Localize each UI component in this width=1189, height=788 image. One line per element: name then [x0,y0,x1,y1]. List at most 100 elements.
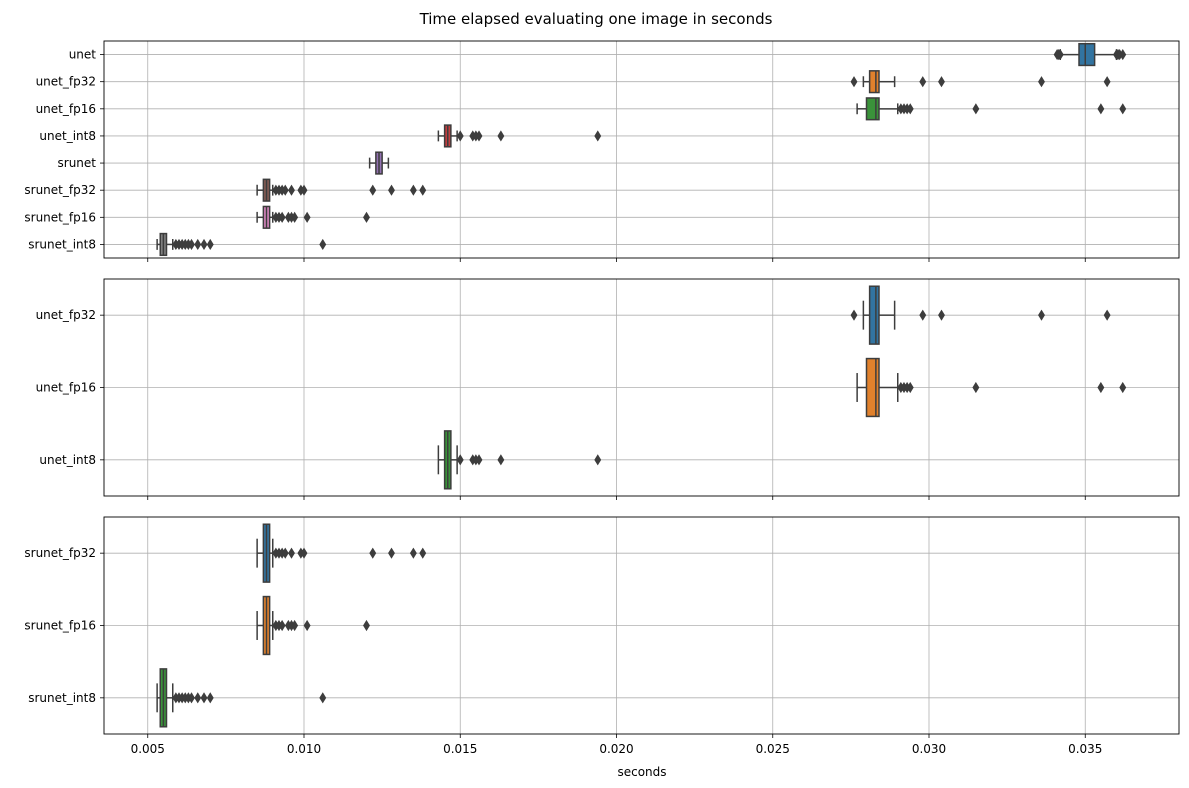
box-unet_fp16 [856,97,1127,121]
outlier-point [1056,48,1064,61]
outlier-point [419,547,427,559]
outlier-point [456,454,464,466]
outlier-point [188,692,195,704]
box-iqr [868,70,880,94]
x-tick-label: 0.015 [443,742,477,756]
outlier-point [278,211,286,223]
box-unet_int8 [437,430,602,490]
outlier-point [388,184,395,196]
outlier-point [1038,76,1045,88]
outlier-point [206,692,214,704]
outlier-point [938,76,945,88]
outlier-point [850,76,858,88]
y-tick-label: srunet [58,156,97,170]
outlier-point [1097,103,1105,115]
outlier-point [409,184,417,196]
outlier-point [1097,381,1105,394]
y-tick-label: unet_fp32 [36,308,96,322]
box-srunet_fp32 [256,523,427,583]
y-tick-label: srunet_fp16 [24,619,96,633]
outlier-point [278,619,286,632]
outlier-point [188,238,195,251]
outlier-point [497,130,505,142]
box-srunet [368,151,390,175]
panel-2: unet_fp32 unet_fp16 unet_int8 [36,278,1180,500]
outlier-point [303,211,311,223]
y-tick-label: srunet_fp32 [24,546,96,560]
outlier-point [409,547,417,559]
outlier-point [1103,309,1111,321]
outlier-point [388,547,395,559]
y-tick-label: unet_fp16 [36,381,96,395]
outlier-point [288,184,295,196]
box-unet_fp32 [850,285,1111,345]
outlier-point [363,211,370,223]
y-tick-label: unet_fp32 [36,75,96,89]
outlier-point [281,184,289,196]
box-iqr [1078,42,1096,67]
outlier-point [497,454,505,466]
outlier-point [291,619,299,632]
box-unet_int8 [437,124,602,148]
x-axis-label: seconds [617,765,666,779]
y-tick-label: srunet_fp16 [24,210,96,224]
box-unet_fp16 [856,357,1127,418]
outlier-point [1103,76,1111,88]
outlier-point [200,692,208,704]
box-srunet_fp32 [256,178,427,202]
box-srunet_fp16 [256,205,370,229]
outlier-point [369,184,377,196]
outlier-point [319,238,327,251]
outlier-point [594,130,602,142]
outlier-point [938,309,945,321]
outlier-point [972,103,980,115]
x-tick-label: 0.005 [131,742,165,756]
outlier-point [206,238,214,251]
outlier-point [972,381,980,394]
outlier-point [363,619,370,632]
x-tick-label: 0.030 [912,742,946,756]
x-tick-label: 0.010 [287,742,321,756]
outlier-point [1119,48,1127,61]
axes-frame [103,40,1180,259]
box-iqr [865,97,880,121]
y-tick-label: srunet_fp32 [24,183,96,197]
outlier-point [303,619,311,632]
outlier-point [419,184,427,196]
box-srunet_fp16 [256,595,370,656]
y-tick-label: srunet_int8 [28,237,96,251]
outlier-point [288,547,295,559]
outlier-point [1119,381,1127,394]
y-tick-label: unet_fp16 [36,102,96,116]
outlier-point [594,454,602,466]
y-tick-label: unet_int8 [39,129,96,143]
outlier-point [194,238,202,251]
y-tick-label: srunet_int8 [28,691,96,705]
x-tick-label: 0.035 [1068,742,1102,756]
box-unet_fp32 [850,70,1111,94]
outlier-point [319,692,327,704]
box-unet [1053,42,1127,67]
outlier-point [1038,309,1045,321]
outlier-point [194,692,202,704]
panels: unetunet_fp32unet_fp16unet_int8srunetsru… [24,40,1180,756]
outlier-point [456,130,464,142]
box-iqr [868,285,880,345]
panel-3: srunet_fp32 srunet_fp16 srunet_int8 0.005 0.… [24,516,1180,756]
box-srunet_int8 [156,668,327,728]
outlier-point [475,454,483,466]
box-srunet_int8 [156,232,327,257]
outlier-point [291,211,299,223]
x-tick-label: 0.025 [756,742,790,756]
outlier-point [850,309,858,321]
outlier-point [1119,103,1127,115]
axes-frame [103,516,1180,735]
outlier-point [906,103,914,115]
outlier-point [281,547,289,559]
y-tick-label: unet_int8 [39,453,96,467]
chart-title: Time elapsed evaluating one image in sec… [419,10,773,28]
outlier-point [369,547,377,559]
outlier-point [906,381,914,394]
axes-frame [103,278,1180,497]
